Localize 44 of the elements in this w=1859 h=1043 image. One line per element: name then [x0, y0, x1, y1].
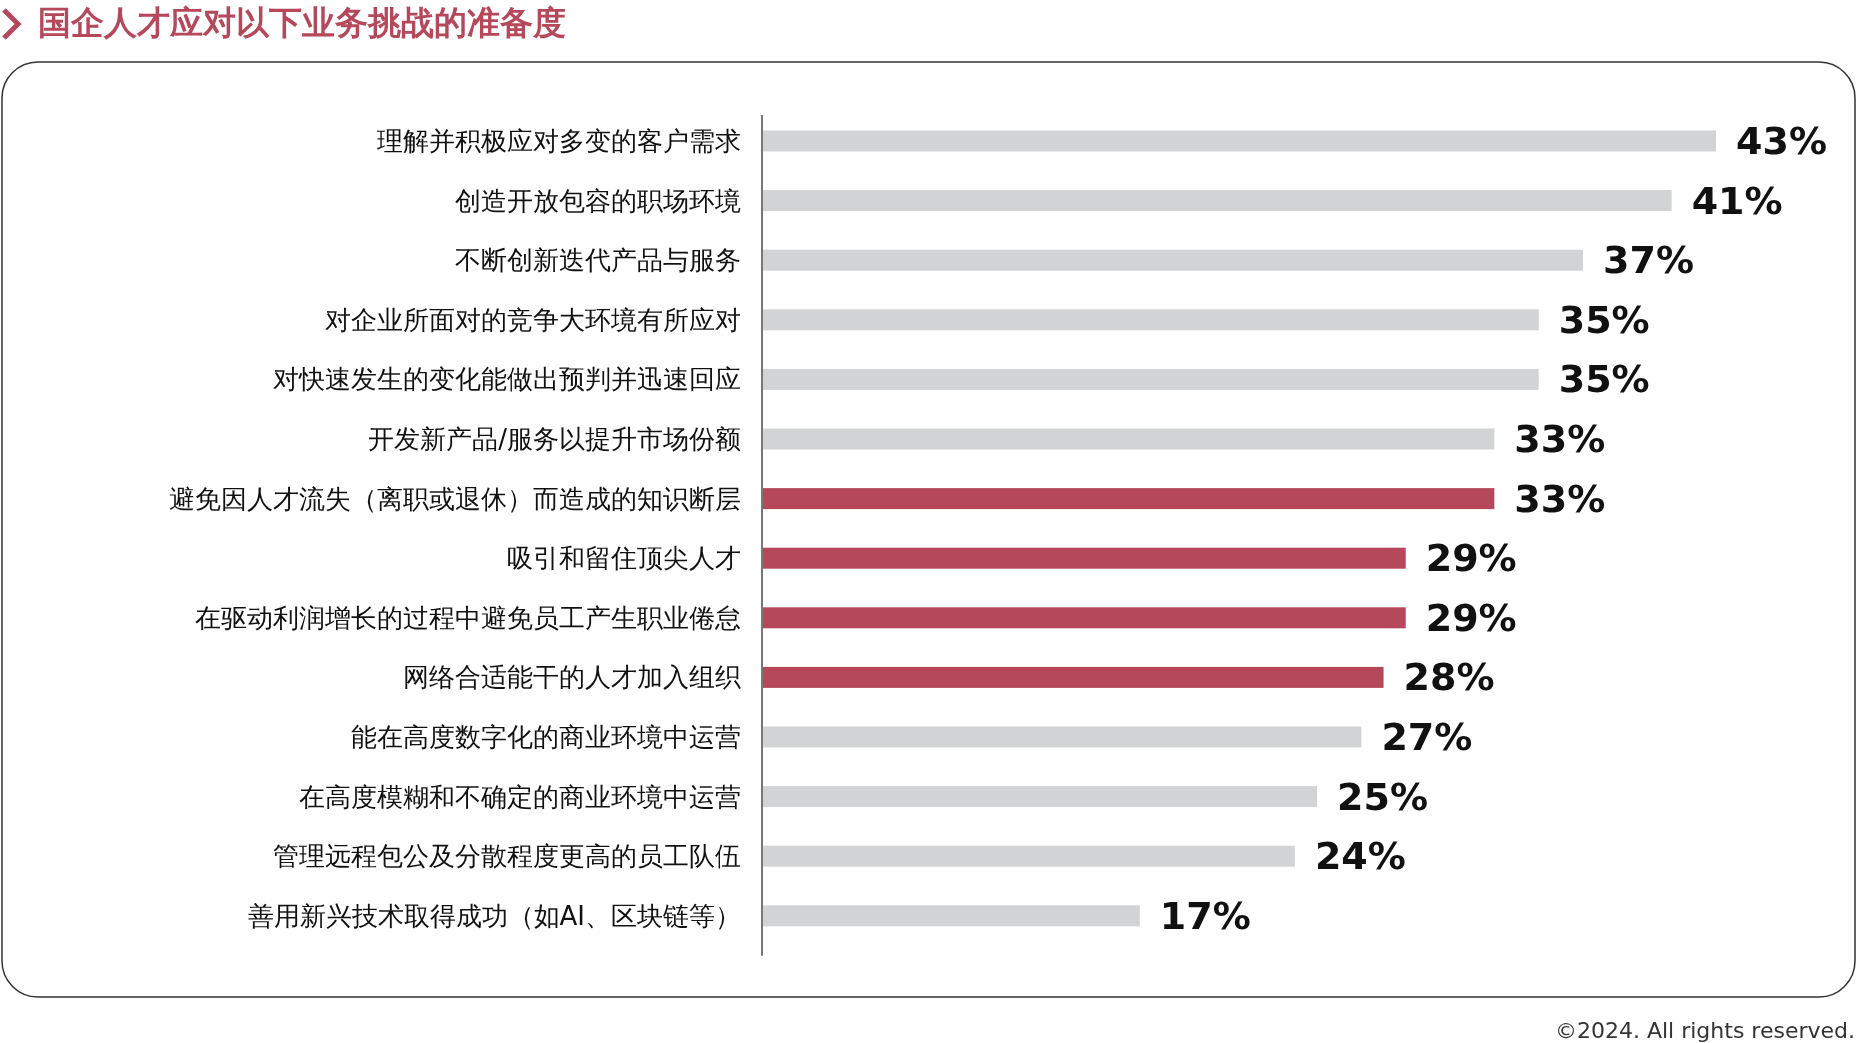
data-label: 43%: [1736, 119, 1827, 163]
y-tick-label: 吸引和留住顶尖人才: [507, 543, 741, 574]
data-label: 24%: [1314, 834, 1406, 879]
bar: [763, 488, 1495, 510]
bar: [763, 607, 1406, 629]
data-label: 37%: [1603, 238, 1694, 283]
bar: [763, 249, 1584, 271]
bar: [763, 666, 1384, 688]
text: 国企人才应对以下业务挑战的准备度: [38, 3, 566, 42]
y-tick-label: 不断创新迭代产品与服务: [455, 245, 741, 276]
bar: [763, 786, 1318, 808]
data-label: 41%: [1691, 178, 1783, 223]
y-tick-label: 在驱动利润增长的过程中避免员工产生职业倦怠: [195, 602, 741, 633]
bar: [763, 428, 1495, 450]
data-label: 28%: [1403, 655, 1495, 700]
bar: [763, 130, 1716, 152]
y-tick-label: 避免因人才流失（离职或退休）而造成的知识断层: [169, 483, 741, 514]
data-label: 35%: [1558, 357, 1650, 402]
y-tick-label: 创造开放包容的职场环境: [455, 185, 741, 216]
bar: [763, 726, 1362, 748]
y-tick-label: 在高度模糊和不确定的商业环境中运营: [299, 781, 741, 812]
bar: [763, 845, 1295, 867]
data-label: 17%: [1159, 893, 1251, 938]
bar: [763, 547, 1406, 569]
y-tick-label: 对快速发生的变化能做出预判并迅速回应: [273, 364, 741, 395]
data-label: 35%: [1558, 297, 1650, 342]
data-label: 29%: [1425, 536, 1517, 581]
data-label: 27%: [1381, 715, 1473, 759]
bar: [763, 368, 1539, 390]
y-tick-label: 网络合适能干的人才加入组织: [403, 662, 741, 693]
bar: [763, 309, 1539, 331]
bar: [763, 190, 1672, 212]
y-tick-label: 对企业所面对的竞争大环境有所应对: [325, 304, 741, 335]
text: ©2024. All rights reserved.: [1554, 1018, 1855, 1043]
y-tick-label: 管理远程包公及分散程度更高的员工队伍: [273, 841, 741, 872]
data-label: 33%: [1514, 476, 1606, 521]
y-tick-label: 能在高度数字化的商业环境中运营: [351, 722, 741, 752]
data-label: 29%: [1425, 595, 1517, 640]
y-tick-label: 开发新产品/服务以提升市场份额: [368, 424, 741, 454]
bar: [763, 905, 1140, 927]
data-label: 33%: [1514, 417, 1606, 461]
y-tick-label: 理解并积极应对多变的客户需求: [377, 126, 741, 156]
data-label: 25%: [1337, 774, 1429, 819]
y-tick-label: 善用新兴技术取得成功（如AI、区块链等）: [247, 900, 741, 931]
